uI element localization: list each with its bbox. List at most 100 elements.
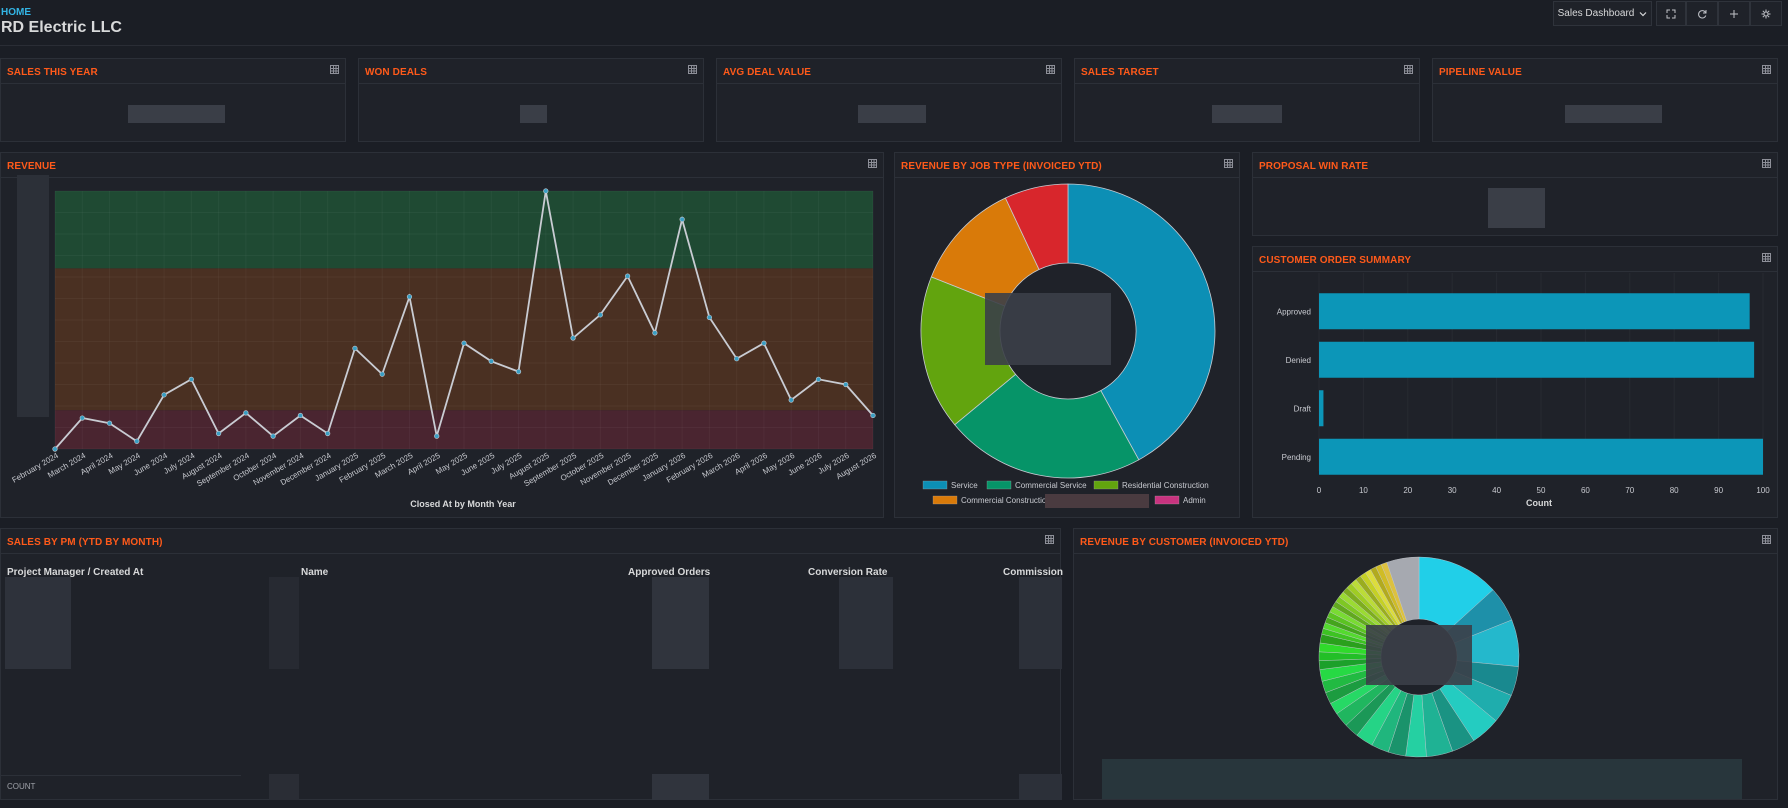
data-point [815, 376, 822, 382]
table-icon[interactable] [1762, 159, 1772, 169]
data-point [461, 340, 467, 346]
column-header[interactable]: Name [301, 567, 329, 578]
data-point [188, 376, 194, 382]
column-header[interactable]: Project Manager / Created At [7, 567, 144, 578]
x-tick-label: 100 [1756, 486, 1770, 495]
data-point [706, 314, 713, 321]
x-axis-label: Closed At by Month Year [410, 499, 516, 509]
kpi-avg-deal-value: AVG DEAL VALUE [716, 58, 1062, 142]
data-point [52, 446, 58, 452]
table-footer-count: COUNT [7, 782, 36, 791]
dashboard-picker-label: Sales Dashboard [1557, 8, 1635, 19]
data-point [515, 369, 522, 375]
table-cells-redacted [269, 577, 299, 669]
x-tick-label: 40 [1492, 486, 1501, 495]
data-point [652, 330, 658, 336]
panel-title: REVENUE BY CUSTOMER (INVOICED YTD) [1080, 537, 1289, 548]
panel-header[interactable] [1433, 59, 1777, 84]
refresh-icon [1698, 9, 1707, 19]
sales-by-pm-panel: SALES BY PM (YTD BY MONTH) Project Manag… [0, 528, 1064, 800]
x-tick-label: 90 [1714, 486, 1723, 495]
center-value-redacted [1366, 625, 1472, 685]
data-point [270, 433, 276, 439]
y-tick-label: Draft [1294, 404, 1312, 413]
panel-header[interactable] [359, 59, 703, 84]
panel-title: PROPOSAL WIN RATE [1259, 161, 1369, 172]
table-icon[interactable] [1046, 65, 1056, 75]
kpi-value-redacted [858, 105, 926, 123]
table-icon[interactable] [1045, 535, 1055, 545]
fullscreen-icon [1666, 9, 1676, 18]
x-tick-label: 70 [1625, 486, 1634, 495]
panel-header[interactable] [1, 59, 345, 84]
footer-cells-redacted [652, 774, 709, 800]
data-point [297, 412, 304, 419]
panel-header[interactable] [895, 153, 1239, 178]
table-icon[interactable] [1404, 65, 1414, 75]
data-point [434, 433, 440, 439]
panel-header[interactable] [1074, 529, 1777, 554]
table-icon[interactable] [1762, 253, 1772, 263]
table-icon[interactable] [868, 159, 878, 169]
kpi-value-redacted [128, 105, 225, 123]
kpi-won-deals: WON DEALS [358, 58, 704, 142]
data-point [379, 371, 385, 377]
panel-header[interactable] [1253, 247, 1777, 272]
column-header[interactable]: Conversion Rate [808, 567, 888, 578]
dashboard-picker-button[interactable]: Sales Dashboard [1553, 1, 1652, 26]
add-panel-button[interactable] [1718, 1, 1750, 26]
panel-title: REVENUE BY JOB TYPE (INVOICED YTD) [901, 161, 1102, 172]
y-axis-labels-redacted [17, 175, 49, 417]
table-footer-divider [1, 775, 241, 776]
panel-title: PIPELINE VALUE [1439, 67, 1522, 78]
legend-swatch [932, 495, 958, 505]
panel-title: SALES TARGET [1081, 67, 1159, 78]
legend-redacted [1102, 759, 1742, 799]
table-icon[interactable] [1224, 159, 1234, 169]
panel-title: WON DEALS [365, 67, 428, 78]
threshold-band [55, 410, 873, 449]
legend-swatch [986, 480, 1012, 490]
table-icon[interactable] [330, 65, 340, 75]
data-point [788, 397, 794, 403]
column-header[interactable]: Approved Orders [628, 567, 711, 578]
settings-button[interactable] [1750, 1, 1782, 26]
table-icon[interactable] [1762, 65, 1772, 75]
fullscreen-button[interactable] [1656, 1, 1686, 26]
panel-title: REVENUE [7, 161, 57, 172]
legend-label: Admin [1183, 496, 1206, 505]
column-header[interactable]: Commission [1003, 567, 1064, 578]
x-axis-label: Count [1526, 498, 1552, 508]
data-point [624, 273, 631, 279]
job-type-panel: REVENUE BY JOB TYPE (INVOICED YTD) Servi… [894, 152, 1240, 518]
data-point [734, 356, 740, 362]
order-summary-panel: CUSTOMER ORDER SUMMARY Approved Denied Dra… [1252, 246, 1778, 518]
table-cells-redacted [5, 577, 71, 669]
panel-header[interactable] [1, 529, 1060, 554]
threshold-band [55, 191, 873, 269]
top-bar: HOME RD Electric LLC Sales Dashboard [0, 0, 1788, 46]
data-point [761, 340, 767, 346]
x-tick-label: 10 [1359, 486, 1368, 495]
refresh-button[interactable] [1686, 1, 1718, 26]
legend-label: Service [951, 481, 978, 490]
kpi-value-redacted [1565, 105, 1662, 123]
panel-title: SALES BY PM (YTD BY MONTH) [7, 537, 163, 548]
data-point [406, 294, 413, 300]
data-point [543, 188, 549, 194]
panel-header[interactable] [1253, 153, 1777, 178]
kpi-value-redacted [1212, 105, 1282, 123]
footer-cells-redacted [269, 774, 299, 800]
panel-header[interactable] [717, 59, 1061, 84]
data-point [106, 420, 113, 426]
table-cells-redacted [839, 577, 893, 669]
panel-header[interactable] [1075, 59, 1419, 84]
data-point [161, 392, 167, 398]
table-cells-redacted [652, 577, 709, 669]
legend-overlap-redacted [1045, 494, 1149, 508]
panel-header[interactable] [1, 153, 883, 178]
breadcrumb[interactable]: HOME [1, 7, 31, 18]
table-icon[interactable] [688, 65, 698, 75]
table-icon[interactable] [1762, 535, 1772, 545]
